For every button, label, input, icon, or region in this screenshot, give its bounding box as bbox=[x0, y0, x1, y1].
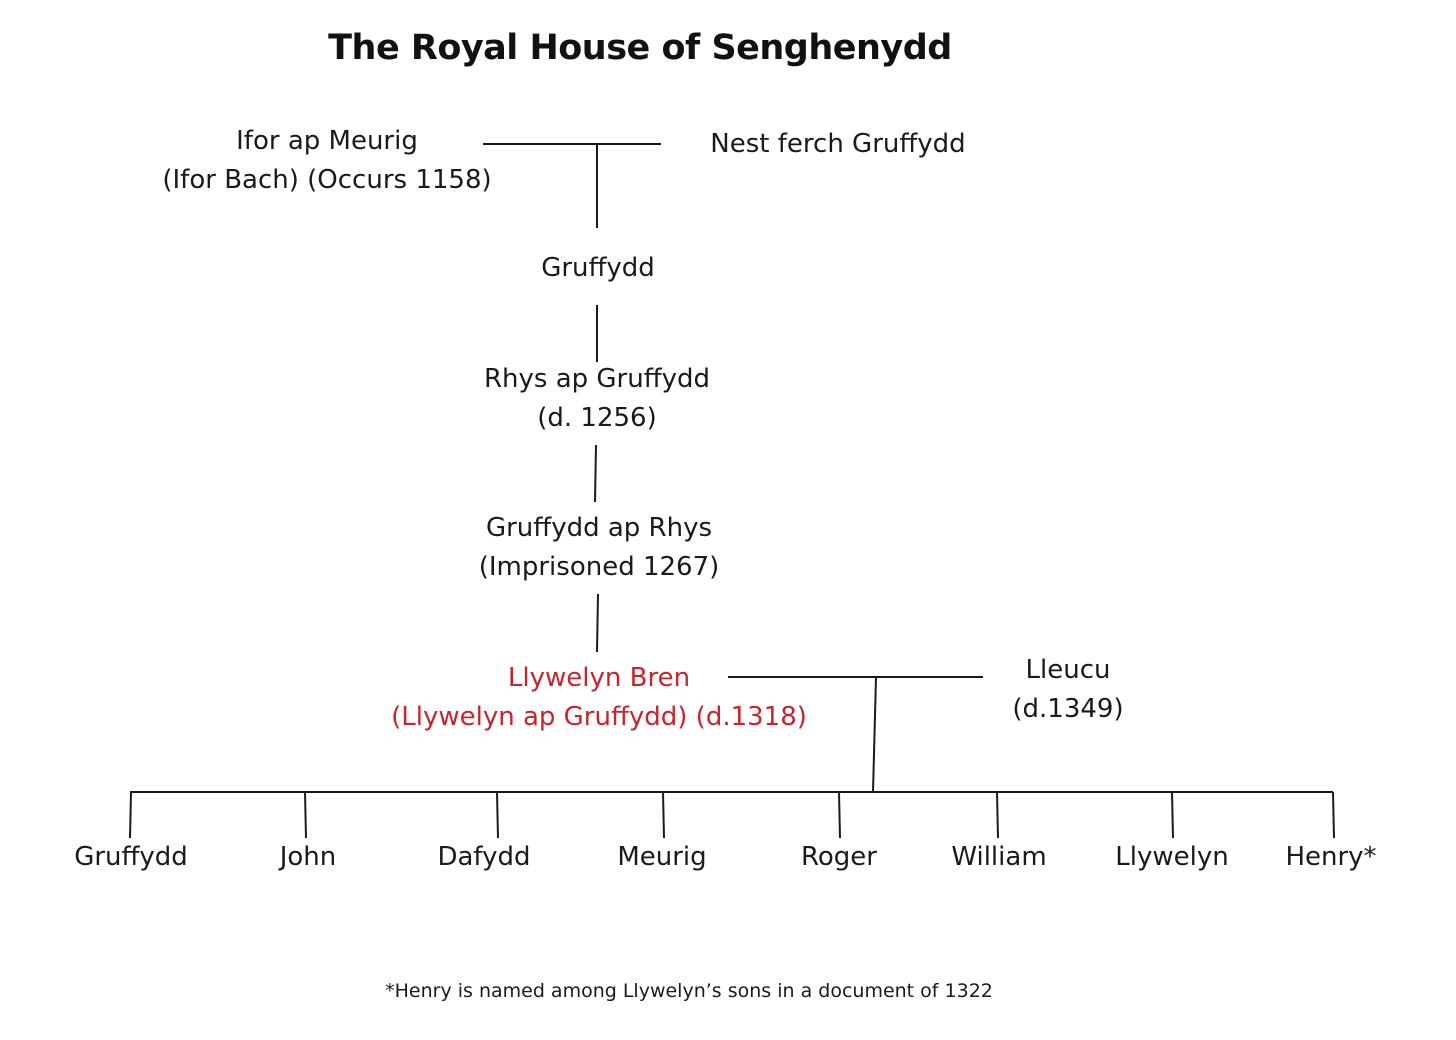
diagram-title: The Royal House of Senghenydd bbox=[328, 28, 952, 68]
child-roger: Roger bbox=[801, 842, 877, 872]
person-details: (Ifor Bach) (Occurs 1158) bbox=[162, 165, 492, 195]
person-details: (Imprisoned 1267) bbox=[478, 552, 720, 582]
person-nest-ferch-gruffydd: Nest ferch Gruffydd bbox=[710, 125, 965, 164]
child-dafydd: Dafydd bbox=[437, 842, 531, 872]
child-drop-henry bbox=[1332, 791, 1335, 839]
person-gruffydd-ap-rhys: Gruffydd ap Rhys (Imprisoned 1267) bbox=[479, 509, 720, 587]
child-henry: Henry* bbox=[1285, 842, 1377, 872]
footnote: *Henry is named among Llywelyn’s sons in… bbox=[385, 980, 993, 1002]
child-drop-john bbox=[304, 791, 307, 839]
person-name: Nest ferch Gruffydd bbox=[710, 129, 966, 159]
person-details: (d.1349) bbox=[1012, 694, 1124, 724]
person-ifor-ap-meurig: Ifor ap Meurig (Ifor Bach) (Occurs 1158) bbox=[162, 122, 491, 200]
person-gruffydd: Gruffydd bbox=[541, 249, 655, 288]
person-details: (d. 1256) bbox=[537, 403, 657, 433]
child-drop-gruffydd bbox=[129, 791, 132, 839]
child-william: William bbox=[951, 842, 1047, 872]
person-llywelyn-bren: Llywelyn Bren (Llywelyn ap Gruffydd) (d.… bbox=[391, 659, 807, 737]
descent-line-gruffydd-ap-rhys-to-llywelyn bbox=[596, 593, 599, 653]
person-name: Llywelyn Bren bbox=[507, 663, 691, 693]
person-name: Ifor ap Meurig bbox=[236, 126, 418, 156]
child-drop-dafydd bbox=[496, 791, 499, 839]
child-drop-meurig bbox=[662, 791, 665, 839]
person-name: Rhys ap Gruffydd bbox=[483, 364, 711, 394]
person-name: Gruffydd bbox=[541, 253, 655, 283]
child-drop-llywelyn bbox=[1171, 791, 1174, 839]
child-drop-william bbox=[996, 791, 999, 839]
person-name: Gruffydd ap Rhys bbox=[485, 513, 713, 543]
descent-line-rhys-to-gruffydd-ap-rhys bbox=[594, 444, 597, 503]
person-name: Lleucu bbox=[1025, 655, 1111, 685]
descent-line-to-children bbox=[872, 676, 877, 793]
child-gruffydd: Gruffydd bbox=[74, 842, 188, 872]
person-lleucu: Lleucu (d.1349) bbox=[1012, 651, 1123, 729]
child-llywelyn: Llywelyn bbox=[1115, 842, 1229, 872]
child-john: John bbox=[279, 842, 337, 872]
person-rhys-ap-gruffydd: Rhys ap Gruffydd (d. 1256) bbox=[484, 360, 710, 438]
person-details: (Llywelyn ap Gruffydd) (d.1318) bbox=[391, 702, 807, 732]
child-meurig: Meurig bbox=[617, 842, 707, 872]
child-drop-roger bbox=[838, 791, 841, 839]
